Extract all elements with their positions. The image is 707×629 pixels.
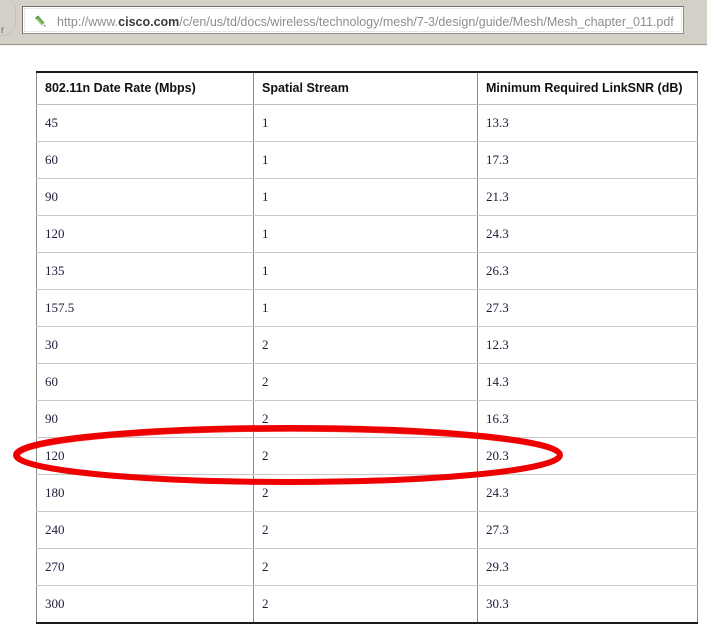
- cell-spatial-stream: 1: [253, 104, 478, 142]
- column-header-linksnr: Minimum Required LinkSNR (dB): [477, 71, 698, 105]
- cell-spatial-stream: 1: [253, 252, 478, 290]
- cell-data-rate: 157.5: [36, 289, 254, 327]
- cell-data-rate: 90: [36, 400, 254, 438]
- table-row: 270 2 29.3: [36, 548, 698, 586]
- cell-data-rate: 180: [36, 474, 254, 512]
- cell-linksnr: 17.3: [477, 141, 698, 179]
- url-domain: cisco.com: [118, 15, 180, 29]
- url-path: /c/en/us/td/docs/wireless/technology/mes…: [179, 15, 674, 29]
- cell-data-rate: 135: [36, 252, 254, 290]
- cell-linksnr: 14.3: [477, 363, 698, 401]
- toolbar-divider: [0, 44, 707, 45]
- cell-linksnr: 13.3: [477, 104, 698, 142]
- url-prefix: http://www.: [57, 15, 119, 29]
- cell-data-rate: 270: [36, 548, 254, 586]
- table-row: 30 2 12.3: [36, 326, 698, 364]
- address-bar-url[interactable]: http://www.cisco.com/c/en/us/td/docs/wir…: [57, 9, 677, 35]
- cell-spatial-stream: 1: [253, 289, 478, 327]
- table-body: 45 1 13.3 60 1 17.3 90 1 21.3 120 1 24.3 135 1 26.…: [36, 104, 698, 624]
- browser-toolbar: r http://www.cisco.com/c/en/us/td/do: [0, 0, 707, 46]
- cell-linksnr: 12.3: [477, 326, 698, 364]
- cell-spatial-stream: 2: [253, 474, 478, 512]
- linksnr-table: 802.11n Date Rate (Mbps) Spatial Stream …: [36, 71, 698, 624]
- cell-spatial-stream: 2: [253, 585, 478, 624]
- cell-spatial-stream: 2: [253, 437, 478, 475]
- table-row: 240 2 27.3: [36, 511, 698, 549]
- cell-data-rate: 30: [36, 326, 254, 364]
- cell-spatial-stream: 1: [253, 215, 478, 253]
- cell-spatial-stream: 2: [253, 326, 478, 364]
- table-row: 60 1 17.3: [36, 141, 698, 179]
- cell-data-rate: 90: [36, 178, 254, 216]
- cell-linksnr: 26.3: [477, 252, 698, 290]
- cell-data-rate: 120: [36, 215, 254, 253]
- cell-linksnr: 29.3: [477, 548, 698, 586]
- cell-data-rate: 60: [36, 363, 254, 401]
- cell-linksnr: 27.3: [477, 289, 698, 327]
- table-header-row: 802.11n Date Rate (Mbps) Spatial Stream …: [36, 71, 698, 105]
- table-row: 90 1 21.3: [36, 178, 698, 216]
- cell-linksnr: 30.3: [477, 585, 698, 624]
- table-row: 60 2 14.3: [36, 363, 698, 401]
- cell-spatial-stream: 2: [253, 400, 478, 438]
- column-header-data-rate: 802.11n Date Rate (Mbps): [36, 71, 254, 105]
- table-row: 45 1 13.3: [36, 104, 698, 142]
- table-row: 135 1 26.3: [36, 252, 698, 290]
- cell-linksnr: 27.3: [477, 511, 698, 549]
- address-bar[interactable]: http://www.cisco.com/c/en/us/td/docs/wir…: [22, 6, 684, 34]
- cell-linksnr: 24.3: [477, 474, 698, 512]
- cell-spatial-stream: 2: [253, 511, 478, 549]
- cell-linksnr: 21.3: [477, 178, 698, 216]
- cell-spatial-stream: 1: [253, 141, 478, 179]
- cell-spatial-stream: 1: [253, 178, 478, 216]
- cell-data-rate: 120: [36, 437, 254, 475]
- column-header-spatial-stream: Spatial Stream: [253, 71, 478, 105]
- table-row: 157.5 1 27.3: [36, 289, 698, 327]
- toolbar-divider-highlight: [0, 45, 707, 46]
- cell-spatial-stream: 2: [253, 363, 478, 401]
- table-row: 120 1 24.3: [36, 215, 698, 253]
- cell-data-rate: 60: [36, 141, 254, 179]
- cell-linksnr: 24.3: [477, 215, 698, 253]
- cell-data-rate: 240: [36, 511, 254, 549]
- address-bar-inner: http://www.cisco.com/c/en/us/td/docs/wir…: [24, 8, 682, 32]
- cell-spatial-stream: 2: [253, 548, 478, 586]
- cell-linksnr: 20.3: [477, 437, 698, 475]
- cell-data-rate: 300: [36, 585, 254, 624]
- table-row: 300 2 30.3: [36, 585, 698, 624]
- cell-linksnr: 16.3: [477, 400, 698, 438]
- pencil-icon: [33, 14, 49, 30]
- cell-data-rate: 45: [36, 104, 254, 142]
- table-row: 180 2 24.3: [36, 474, 698, 512]
- table-row-highlighted: 120 2 20.3: [36, 437, 698, 475]
- table-row: 90 2 16.3: [36, 400, 698, 438]
- pdf-content-area: 802.11n Date Rate (Mbps) Spatial Stream …: [0, 46, 707, 629]
- toolbar-text-fragment: r: [1, 25, 5, 36]
